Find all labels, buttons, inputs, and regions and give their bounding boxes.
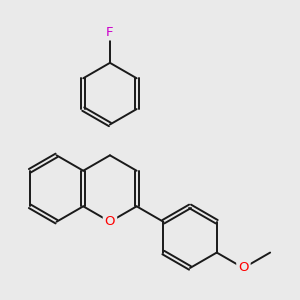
Text: O: O bbox=[105, 215, 115, 228]
Text: O: O bbox=[238, 262, 249, 275]
Text: F: F bbox=[106, 26, 114, 38]
